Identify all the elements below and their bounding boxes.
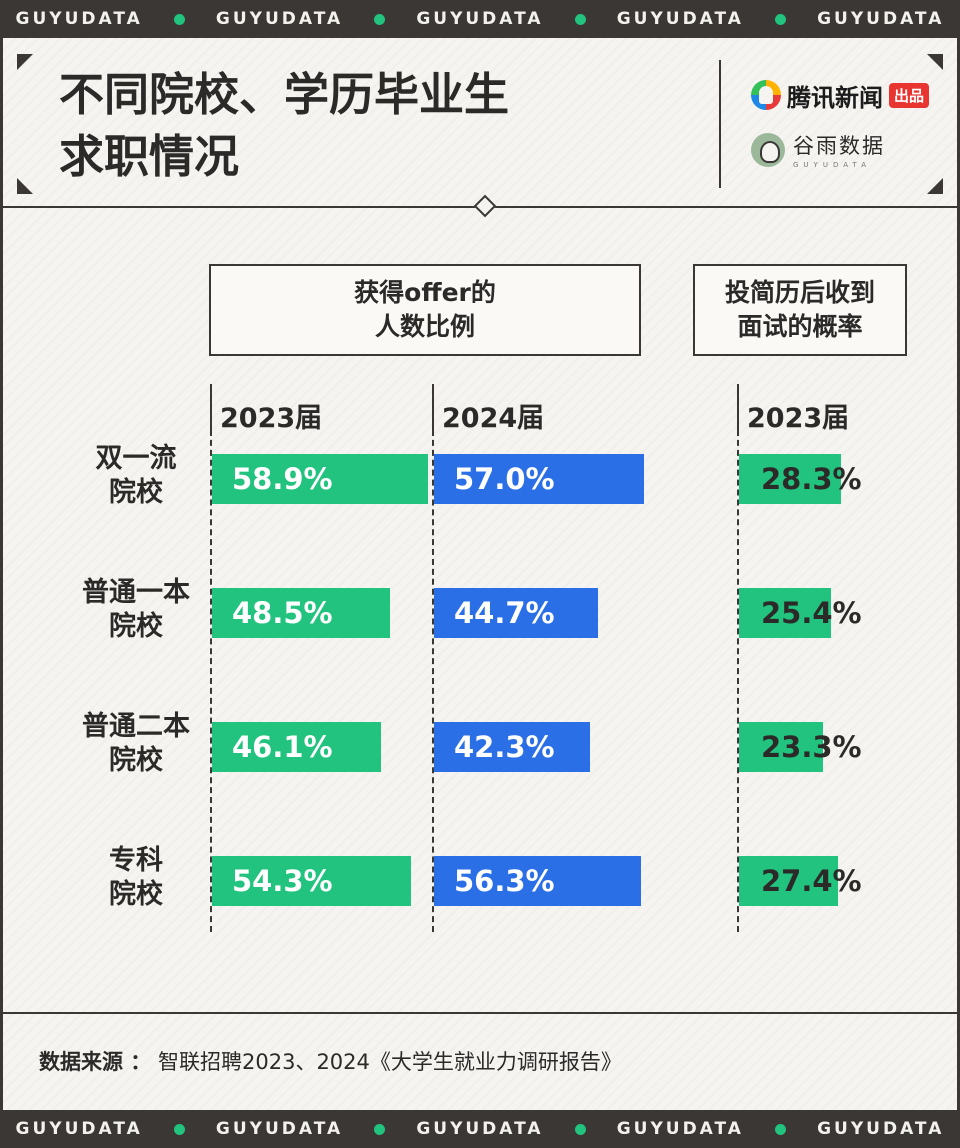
diamond-ornament	[473, 194, 497, 218]
banner-dot	[775, 13, 787, 25]
tencent-news-text: 腾讯新闻	[787, 83, 883, 112]
bar	[739, 856, 838, 906]
data-label: 23.3%	[761, 730, 862, 764]
guyu-data-logo: 谷雨数据 GUYUDATA	[751, 130, 885, 169]
bottom-banner: GUYUDATA GUYUDATA GUYUDATA GUYUDATA GUYU…	[0, 1110, 960, 1148]
banner-text: GUYUDATA	[215, 9, 344, 29]
guyu-data-en: GUYUDATA	[793, 161, 871, 169]
axis-line	[737, 384, 739, 430]
banner-text: GUYUDATA	[416, 1119, 544, 1139]
axis-line	[210, 384, 212, 430]
data-label: 56.3%	[454, 864, 555, 898]
banner-dot	[775, 1123, 787, 1135]
data-label: 54.3%	[232, 864, 333, 898]
tencent-news-logo: 腾讯新闻 出品	[751, 78, 930, 112]
category-label: 普通一本 院校	[82, 577, 190, 642]
bar	[434, 722, 590, 772]
banner-text: GUYUDATA	[215, 1119, 344, 1139]
infographic-card: 不同院校、学历毕业生 求职情况 腾讯新闻 出品 谷雨数据 GUYUDATA 获得…	[0, 38, 960, 1110]
data-source: 数据来源 ： 智联招聘2023、2024《大学生就业力调研报告》	[39, 1046, 622, 1076]
corner-mark	[927, 178, 943, 194]
banner-dot	[574, 13, 586, 25]
axis-guide-line	[210, 430, 212, 932]
data-label: 57.0%	[454, 462, 555, 496]
footer-rule	[3, 1012, 957, 1014]
corner-mark	[17, 178, 33, 194]
bar	[739, 722, 823, 772]
banner-dot	[374, 13, 386, 25]
banner-text: GUYUDATA	[15, 1119, 143, 1139]
bar	[212, 588, 390, 638]
banner-text: GUYUDATA	[817, 1119, 945, 1139]
banner-text: GUYUDATA	[616, 1119, 744, 1139]
banner-text: GUYUDATA	[416, 9, 544, 29]
corner-mark	[17, 54, 33, 70]
bar	[434, 454, 644, 504]
interview-prob-header: 投简历后收到 面试的概率	[693, 264, 907, 356]
data-label: 25.4%	[761, 596, 862, 630]
category-label: 专科 院校	[109, 845, 163, 910]
series-label: 2024届	[442, 403, 545, 434]
page-title: 不同院校、学历毕业生 求职情况	[59, 64, 679, 188]
axis-line	[432, 384, 434, 430]
banner-dot	[374, 1123, 386, 1135]
category-label: 双一流 院校	[95, 443, 177, 508]
category-label: 普通二本 院校	[82, 711, 190, 776]
corner-mark	[927, 54, 943, 70]
top-banner: GUYUDATA GUYUDATA GUYUDATA GUYUDATA GUYU…	[0, 0, 960, 38]
data-label: 28.3%	[761, 462, 862, 496]
source-text: 智联招聘2023、2024《大学生就业力调研报告》	[158, 1050, 622, 1074]
guyu-bird-icon	[751, 132, 785, 167]
data-label: 58.9%	[232, 462, 333, 496]
source-label: 数据来源 ：	[39, 1050, 152, 1074]
bar	[739, 588, 831, 638]
banner-dot	[173, 1123, 185, 1135]
banner-dot	[173, 13, 185, 25]
bar	[212, 454, 428, 504]
title-line: 求职情况	[59, 130, 240, 183]
bar	[212, 722, 381, 772]
banner-text: GUYUDATA	[817, 9, 945, 29]
banner-text: GUYUDATA	[616, 9, 744, 29]
offer-ratio-header: 获得offer的 人数比例	[209, 264, 641, 356]
data-label: 48.5%	[232, 596, 333, 630]
axis-guide-line	[432, 430, 434, 932]
series-label: 2023届	[220, 403, 323, 434]
banner-dot	[574, 1123, 586, 1135]
axis-guide-line	[737, 430, 739, 932]
data-label: 27.4%	[761, 864, 862, 898]
bar	[434, 856, 641, 906]
bar	[434, 588, 598, 638]
bar	[212, 856, 411, 906]
title-line: 不同院校、学历毕业生	[59, 68, 510, 121]
bar	[739, 454, 841, 504]
header-divider	[719, 60, 721, 188]
tencent-news-icon	[751, 80, 781, 110]
tencent-news-badge: 出品	[889, 82, 930, 108]
data-label: 42.3%	[454, 730, 555, 764]
guyu-data-cn: 谷雨数据	[793, 134, 885, 158]
series-label: 2023届	[747, 403, 850, 434]
data-label: 44.7%	[454, 596, 555, 630]
banner-text: GUYUDATA	[15, 9, 143, 29]
data-label: 46.1%	[232, 730, 333, 764]
